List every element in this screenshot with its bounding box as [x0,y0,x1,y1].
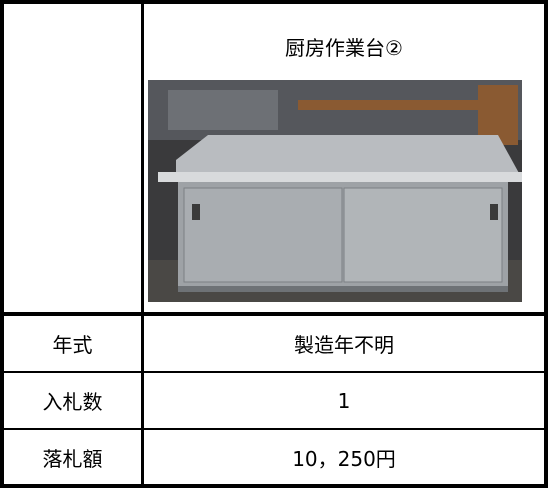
item-photo [148,80,522,302]
column-divider [141,4,144,484]
row-divider [4,371,544,373]
row-value: 10，250円 [292,446,396,471]
item-title: 厨房作業台② [285,35,403,60]
row-label: 入札数 [42,390,103,414]
row-value: 製造年不明 [294,333,394,357]
header-divider [4,312,544,316]
row-label: 落札額 [42,446,103,471]
row-divider [4,428,544,430]
row-label: 年式 [52,333,93,357]
row-value: 1 [337,388,351,413]
